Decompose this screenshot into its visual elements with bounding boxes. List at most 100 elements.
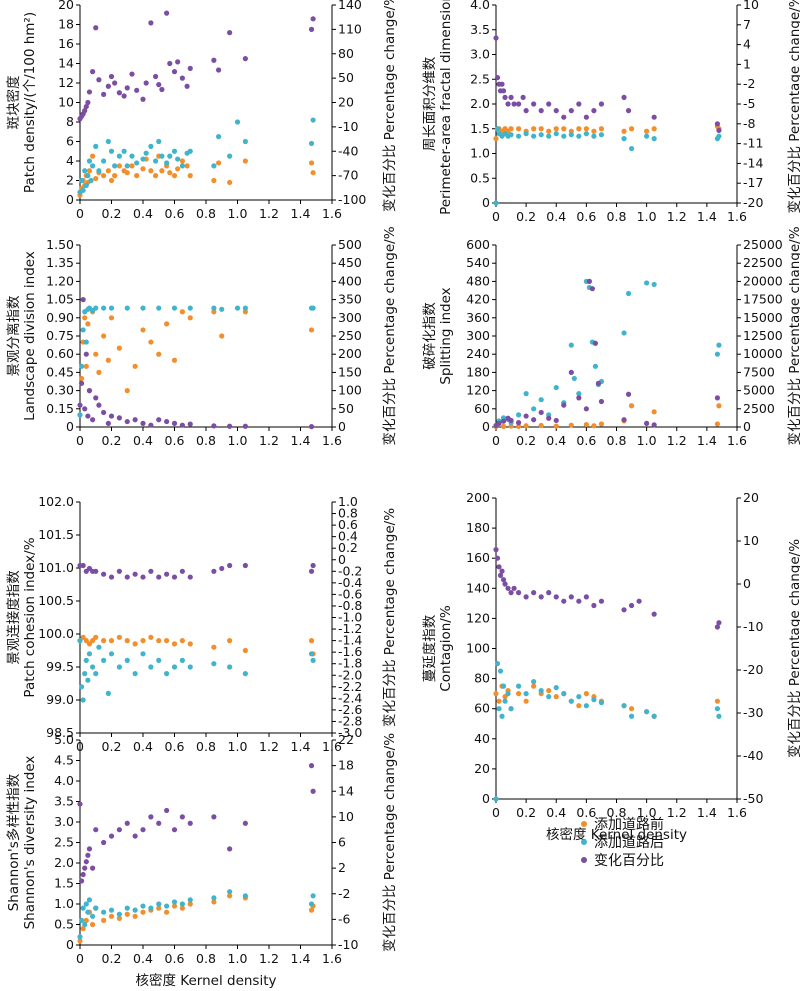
data-point: [538, 108, 544, 114]
x-tick-label: 1.6: [727, 805, 747, 820]
x-tick-label: 1.2: [259, 739, 279, 754]
y2-tick-label: 200: [338, 346, 362, 361]
y2-tick-label: 10: [743, 533, 759, 548]
series-before: [493, 683, 721, 719]
data-point: [546, 101, 552, 107]
data-point: [561, 691, 567, 697]
series-change: [493, 35, 722, 133]
data-point: [553, 685, 559, 691]
series-after: [77, 117, 316, 195]
data-point: [651, 422, 657, 428]
data-point: [112, 173, 118, 179]
y2-tick-label: -1.4: [338, 633, 362, 648]
data-point: [83, 363, 89, 369]
x-tick-label: 0.2: [516, 209, 536, 224]
data-point: [583, 406, 589, 412]
data-point: [497, 668, 504, 674]
data-point: [83, 351, 89, 357]
x-tick-label: 1.6: [727, 209, 747, 224]
x-tick-label: 0.6: [576, 433, 596, 448]
x-tick-label: 1.0: [228, 739, 248, 754]
data-point: [553, 126, 559, 132]
data-point: [523, 691, 529, 697]
panel-4: 0 0.2 0.4 0.6 0.8 1.0 1.2 1.4 1.6060120180240300…: [422, 226, 800, 448]
y2-axis-label: 变化百分比 Percentage change/%: [787, 0, 800, 214]
data-point: [211, 177, 217, 184]
y2-tick-label: -10: [338, 937, 358, 952]
data-point: [716, 342, 722, 348]
data-point: [108, 574, 115, 580]
data-point: [515, 691, 522, 697]
data-point: [116, 163, 122, 169]
data-point: [140, 305, 146, 311]
data-point: [132, 833, 138, 839]
data-point: [493, 35, 499, 41]
data-point: [494, 555, 501, 561]
data-point: [211, 423, 217, 429]
data-point: [101, 333, 107, 339]
data-point: [636, 598, 642, 604]
y2-tick-label: -0.6: [338, 586, 362, 601]
data-point: [90, 865, 96, 871]
data-point: [116, 827, 122, 833]
panel-6: 0 0.2 0.4 0.6 0.8 1.0 1.2 1.4 1.6020406080100120…: [422, 490, 800, 843]
data-point: [179, 309, 185, 315]
data-point: [83, 859, 89, 865]
y2-tick-label: 0: [743, 576, 751, 591]
data-point: [576, 703, 582, 709]
data-point: [108, 833, 115, 839]
data-point: [568, 108, 574, 114]
y2-tick-label: 0: [338, 419, 346, 434]
data-point: [499, 81, 505, 87]
data-point: [242, 423, 248, 429]
data-point: [156, 905, 162, 911]
data-point: [494, 660, 501, 667]
y2-tick-label: -50: [743, 791, 763, 806]
data-point: [310, 170, 316, 176]
data-point: [96, 402, 102, 408]
data-point: [576, 598, 582, 604]
data-point: [576, 133, 582, 139]
y-axis-label: Patch density/(个/100 hm²): [22, 12, 38, 193]
series-after: [493, 660, 722, 802]
data-point: [175, 166, 181, 172]
data-point: [592, 363, 599, 369]
data-point: [242, 138, 248, 145]
data-point: [93, 905, 99, 911]
data-point: [515, 423, 522, 429]
x-tick-label: 1.4: [291, 739, 311, 754]
x-tick-label: 0.4: [133, 433, 153, 448]
data-point: [310, 562, 316, 569]
y-tick-label: 0.75: [46, 328, 74, 343]
data-point: [164, 807, 170, 814]
data-point: [505, 101, 511, 107]
data-point: [493, 200, 499, 206]
data-point: [134, 160, 140, 166]
data-point: [515, 590, 522, 596]
x-axis-label: 核密度 Kernel density: [546, 826, 687, 843]
data-point: [108, 651, 115, 657]
data-point: [101, 409, 107, 416]
data-point: [216, 67, 222, 73]
data-point: [156, 901, 162, 907]
series-after: [77, 889, 316, 940]
data-point: [116, 90, 122, 96]
data-point: [90, 664, 96, 670]
series-before: [77, 153, 316, 198]
data-point: [496, 698, 502, 704]
series-after: [77, 638, 316, 703]
data-point: [714, 395, 721, 401]
x-tick-label: 0: [76, 951, 84, 966]
data-point: [308, 901, 315, 907]
data-point: [159, 168, 165, 174]
data-point: [187, 148, 193, 154]
panel-5: 00.20.40.60.81.01.21.41.698.599.099.5100…: [5, 494, 398, 754]
data-point: [568, 369, 574, 375]
data-point: [143, 80, 149, 86]
y2-tick-label: -1.8: [338, 656, 362, 671]
data-point: [508, 94, 514, 100]
data-point: [511, 585, 517, 591]
data-point: [714, 624, 721, 630]
data-point: [621, 128, 627, 134]
data-point: [242, 309, 248, 315]
